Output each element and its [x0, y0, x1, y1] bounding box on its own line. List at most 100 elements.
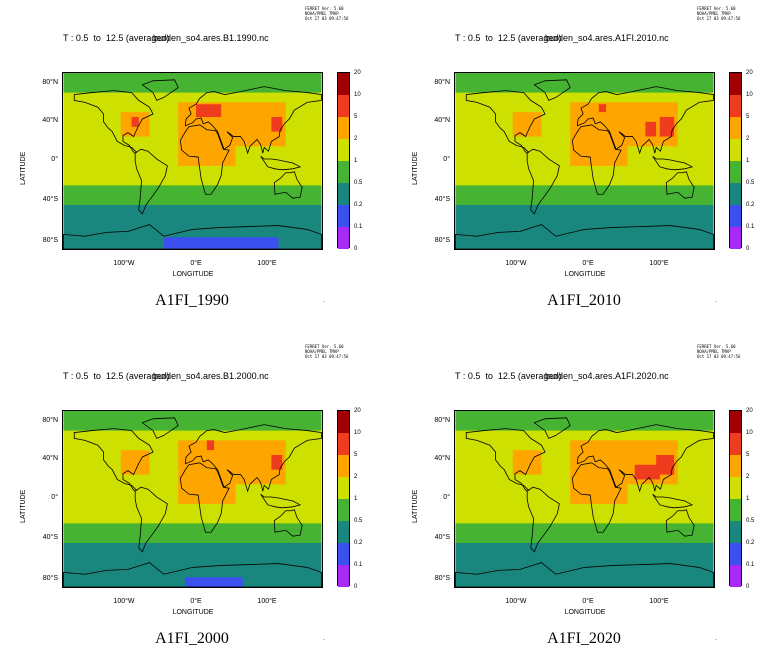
map-panel-2000: FERRET Ver. 5.60 NOAA/PMEL TMAP Oct 17 0…: [0, 338, 384, 669]
dot-mark: .: [323, 636, 325, 642]
colorbar-label: 0.5: [354, 180, 363, 186]
lat-tick-label: 40°S: [42, 534, 58, 541]
lat-tick-label: 80°S: [42, 575, 58, 582]
colorbar-label: 0: [354, 584, 358, 590]
latitude-axis-label: LATITUDE: [412, 489, 419, 523]
colorbar-label: 0.1: [746, 562, 755, 568]
colorbar-label: 0.2: [746, 202, 755, 208]
lon-tick-label: 100°W: [113, 260, 135, 267]
lat-tick-label: 80°S: [434, 237, 450, 244]
lat-tick-label: 0°: [51, 156, 58, 163]
colorbar-label: 1: [746, 158, 750, 164]
colorbar-label: 10: [354, 92, 361, 98]
lat-tick-label: 40°N: [42, 117, 58, 124]
lat-tick-label: 80°N: [434, 79, 450, 86]
longitude-axis-label: LONGITUDE: [172, 271, 214, 278]
lon-tick-label: 0°E: [582, 598, 594, 605]
colorbar-label: 0.5: [354, 518, 363, 524]
ferret-stamp: FERRET Ver. 5.60 NOAA/PMEL TMAP Oct 17 0…: [697, 344, 741, 359]
colorbar-label: 5: [354, 452, 358, 458]
colorbar-label: 20: [354, 70, 361, 76]
colorbar-label: 0: [746, 584, 750, 590]
colorbar-label: 1: [354, 496, 358, 502]
latitude-axis-label: LATITUDE: [20, 151, 27, 185]
colorbar: [337, 410, 350, 587]
panel-title: T : 0.5 to 12.5 (averaged) burden_so4.are…: [455, 371, 669, 381]
longitude-axis-label: LONGITUDE: [564, 271, 606, 278]
map-plot: [62, 410, 323, 588]
map-plot: [454, 410, 715, 588]
map-plot: [62, 72, 323, 250]
panel-title: T : 0.5 to 12.5 (averaged) burden_so4.are…: [63, 371, 269, 381]
lon-tick-label: 100°E: [649, 598, 669, 605]
lon-tick-label: 0°E: [582, 260, 594, 267]
colorbar-label: 10: [354, 430, 361, 436]
lon-tick-label: 100°W: [113, 598, 135, 605]
map-panel-2010: FERRET Ver. 5.60 NOAA/PMEL TMAP Oct 17 0…: [392, 0, 768, 331]
lat-tick-label: 40°S: [434, 196, 450, 203]
colorbar-label: 0.1: [746, 224, 755, 230]
lon-tick-label: 100°E: [257, 598, 277, 605]
lat-tick-label: 40°N: [42, 455, 58, 462]
ferret-stamp: FERRET Ver. 5.60 NOAA/PMEL TMAP Oct 17 0…: [697, 6, 741, 21]
colorbar-label: 20: [746, 70, 753, 76]
lat-tick-label: 80°N: [42, 417, 58, 424]
lon-tick-label: 100°W: [505, 260, 527, 267]
lon-tick-label: 100°E: [649, 260, 669, 267]
colorbar-label: 5: [746, 452, 750, 458]
lat-tick-label: 80°S: [434, 575, 450, 582]
colorbar-label: 2: [354, 474, 358, 480]
colorbar-label: 10: [746, 430, 753, 436]
latitude-axis-label: LATITUDE: [412, 151, 419, 185]
lat-tick-label: 0°: [443, 156, 450, 163]
colorbar-label: 2: [746, 136, 750, 142]
map-panel-1990: FERRET Ver. 5.60 NOAA/PMEL TMAP Oct 17 0…: [0, 0, 384, 331]
lat-tick-label: 80°N: [434, 417, 450, 424]
lat-tick-label: 40°N: [434, 117, 450, 124]
lon-tick-label: 100°E: [257, 260, 277, 267]
map-panel-2020: FERRET Ver. 5.60 NOAA/PMEL TMAP Oct 17 0…: [392, 338, 768, 669]
case-label: A1FI_2010: [547, 292, 621, 309]
panel-title: T : 0.5 to 12.5 (averaged) burden_so4.are…: [63, 33, 269, 43]
dot-mark: .: [323, 298, 325, 304]
map-plot: [454, 72, 715, 250]
colorbar: [337, 72, 350, 249]
dot-mark: .: [715, 636, 717, 642]
colorbar-label: 0.2: [354, 202, 363, 208]
ferret-stamp: FERRET Ver. 5.60 NOAA/PMEL TMAP Oct 17 0…: [305, 344, 349, 359]
lat-tick-label: 40°N: [434, 455, 450, 462]
colorbar-label: 20: [746, 408, 753, 414]
colorbar-label: 0.5: [746, 518, 755, 524]
dot-mark: .: [715, 298, 717, 304]
colorbar-label: 0: [354, 246, 358, 252]
colorbar-label: 2: [746, 474, 750, 480]
colorbar-label: 10: [746, 92, 753, 98]
case-label: A1FI_2000: [155, 630, 229, 647]
colorbar-label: 20: [354, 408, 361, 414]
colorbar-label: 5: [354, 114, 358, 120]
colorbar-label: 0.2: [746, 540, 755, 546]
latitude-axis-label: LATITUDE: [20, 489, 27, 523]
colorbar-label: 2: [354, 136, 358, 142]
lon-tick-label: 0°E: [190, 260, 202, 267]
lat-tick-label: 80°N: [42, 79, 58, 86]
panel-title: T : 0.5 to 12.5 (averaged) burden_so4.are…: [455, 33, 669, 43]
colorbar-label: 5: [746, 114, 750, 120]
lon-tick-label: 0°E: [190, 598, 202, 605]
colorbar-label: 0.5: [746, 180, 755, 186]
ferret-stamp: FERRET Ver. 5.60 NOAA/PMEL TMAP Oct 17 0…: [305, 6, 349, 21]
colorbar-label: 0: [746, 246, 750, 252]
lat-tick-label: 40°S: [42, 196, 58, 203]
lat-tick-label: 80°S: [42, 237, 58, 244]
colorbar: [729, 72, 742, 249]
colorbar-label: 0.1: [354, 224, 363, 230]
longitude-axis-label: LONGITUDE: [564, 609, 606, 616]
colorbar-label: 0.1: [354, 562, 363, 568]
longitude-axis-label: LONGITUDE: [172, 609, 214, 616]
lon-tick-label: 100°W: [505, 598, 527, 605]
colorbar-label: 1: [746, 496, 750, 502]
lat-tick-label: 0°: [51, 494, 58, 501]
lat-tick-label: 0°: [443, 494, 450, 501]
colorbar: [729, 410, 742, 587]
lat-tick-label: 40°S: [434, 534, 450, 541]
